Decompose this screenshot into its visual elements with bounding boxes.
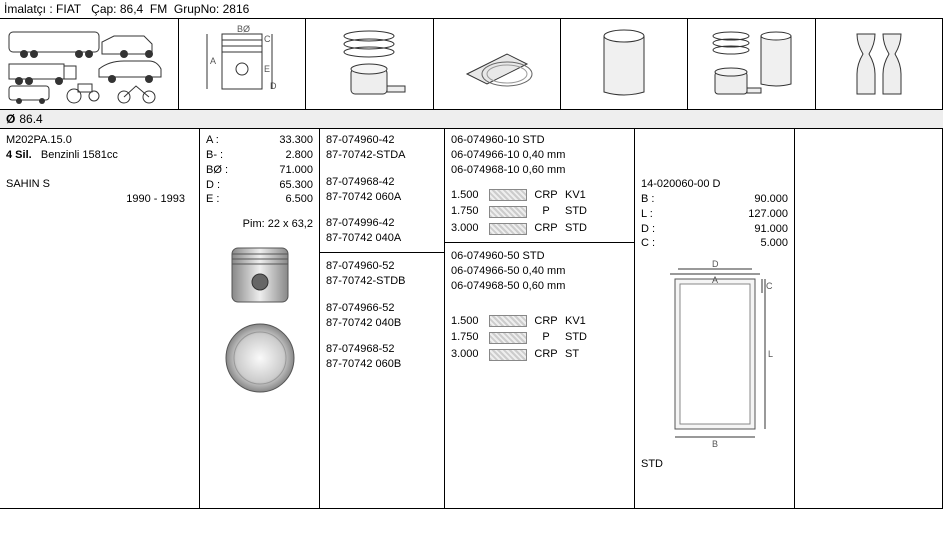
fm-label: FM (150, 2, 167, 16)
col-partnumbers: 87-074960-42 87-70742-STDA 87-074968-42 … (320, 129, 445, 508)
svg-text:E: E (264, 64, 270, 74)
ring-spec-row: 1.750 P STD (451, 204, 628, 219)
svg-text:BØ: BØ (237, 24, 250, 34)
data-grid: M202PA.15.0 4 Sil. Benzinli 1581cc SAHIN… (0, 129, 943, 509)
sleeve-val: 91.000 (754, 222, 788, 237)
ring-code: 06-074968-10 0,60 mm (451, 163, 628, 178)
ring-spec-row: 1.750 P STD (451, 330, 628, 345)
engine-desc: Benzinli 1581cc (41, 149, 118, 161)
cap-label: Çap: (91, 2, 116, 16)
piston-top-illustration (220, 318, 300, 398)
group-value: 2816 (223, 2, 250, 16)
diameter-value: 86.4 (19, 112, 42, 126)
sleeve-code: 14-020060-00 D (641, 177, 788, 192)
ring-spec-row: 1.500 CRP KV1 (451, 314, 628, 329)
sleeve-val: 90.000 (754, 192, 788, 207)
sleeve-val: 127.000 (748, 207, 788, 222)
sleeve-key: D : (641, 222, 655, 237)
svg-text:L: L (768, 349, 773, 359)
dim-val: 71.000 (279, 163, 313, 178)
cylinders: 4 Sil. (6, 149, 32, 161)
ring-code: 06-074966-50 0,40 mm (451, 264, 628, 279)
part-num: 87-70742-STDB (326, 274, 438, 289)
part-num: 87-70742-STDA (326, 148, 438, 163)
col-sleeve: 14-020060-00 D B : 90.000 L : 127.000 D : 9… (635, 129, 795, 508)
col-dimensions: A : 33.300 B- : 2.800 BØ : 71.000 D : 65.300… (200, 129, 320, 508)
dim-key: B- : (206, 148, 223, 163)
ring-code: 06-074960-10 STD (451, 133, 628, 148)
model-name: SAHIN S (6, 177, 193, 192)
ring-code: 06-074968-50 0,60 mm (451, 279, 628, 294)
dim-val: 2.800 (285, 148, 313, 163)
part-num: 87-074960-42 (326, 133, 438, 148)
dim-key: D : (206, 178, 220, 193)
product-code: M202PA.15.0 (6, 133, 193, 148)
dim-val: 65.300 (279, 178, 313, 193)
dim-key: A : (206, 133, 219, 148)
pim-spec: Pim: 22 x 63,2 (206, 217, 313, 232)
group-label: GrupNo: (174, 2, 219, 16)
part-num: 87-074996-42 (326, 216, 438, 231)
sleeve-key: B : (641, 192, 654, 207)
year-range: 1990 - 1993 (6, 192, 193, 207)
liner-pair-icon (816, 19, 943, 109)
piston-schematic-icon: A BØ C E D (179, 19, 306, 109)
svg-text:A: A (210, 56, 216, 66)
maker-value: FIAT (56, 2, 81, 16)
dim-key: E : (206, 192, 219, 207)
sleeve-std: STD (641, 457, 788, 472)
dim-val: 33.300 (279, 133, 313, 148)
sleeve-key: L : (641, 207, 653, 222)
icon-header-row: A BØ C E D (0, 19, 943, 110)
rings-piston-icon (306, 19, 433, 109)
ring-code: 06-074966-10 0,40 mm (451, 148, 628, 163)
sleeve-val: 5.000 (760, 236, 788, 251)
col-rings: 06-074960-10 STD 06-074966-10 0,40 mm 06… (445, 129, 635, 508)
svg-text:C: C (766, 281, 773, 291)
dim-key: BØ : (206, 163, 228, 178)
diameter-row: Ø 86.4 (0, 110, 943, 129)
svg-text:A: A (712, 275, 718, 285)
svg-text:C: C (264, 34, 271, 44)
maker-label: İmalatçı : (4, 2, 53, 16)
col-product: M202PA.15.0 4 Sil. Benzinli 1581cc SAHIN… (0, 129, 200, 508)
ring-spec-row: 1.500 CRP KV1 (451, 188, 628, 203)
ring-spec-row: 3.000 CRP STD (451, 221, 628, 236)
part-num: 87-074968-52 (326, 342, 438, 357)
part-num: 87-70742 040A (326, 231, 438, 246)
piston-side-illustration (220, 240, 300, 310)
part-num: 87-074960-52 (326, 259, 438, 274)
sleeve-diagram: D A L C B (650, 259, 780, 449)
ring-spec-row: 3.000 CRP ST (451, 347, 628, 362)
dim-val: 6.500 (285, 192, 313, 207)
svg-text:D: D (270, 81, 277, 91)
svg-text:B: B (712, 439, 718, 449)
svg-text:D: D (712, 259, 719, 269)
part-num: 87-70742 060A (326, 190, 438, 205)
cap-value: 86,4 (120, 2, 143, 16)
part-num: 87-70742 040B (326, 316, 438, 331)
part-num: 87-074968-42 (326, 175, 438, 190)
header-bar: İmalatçı : FIAT Çap: 86,4 FM GrupNo: 281… (0, 0, 943, 19)
col-empty (795, 129, 943, 508)
part-num: 87-70742 060B (326, 357, 438, 372)
part-num: 87-074966-52 (326, 301, 438, 316)
gasket-icon (434, 19, 561, 109)
sleeve-key: C : (641, 236, 655, 251)
ring-code: 06-074960-50 STD (451, 249, 628, 264)
diameter-symbol: Ø (6, 112, 15, 126)
vehicles-icon (0, 19, 179, 109)
kit-icon (688, 19, 815, 109)
sleeve-icon (561, 19, 688, 109)
